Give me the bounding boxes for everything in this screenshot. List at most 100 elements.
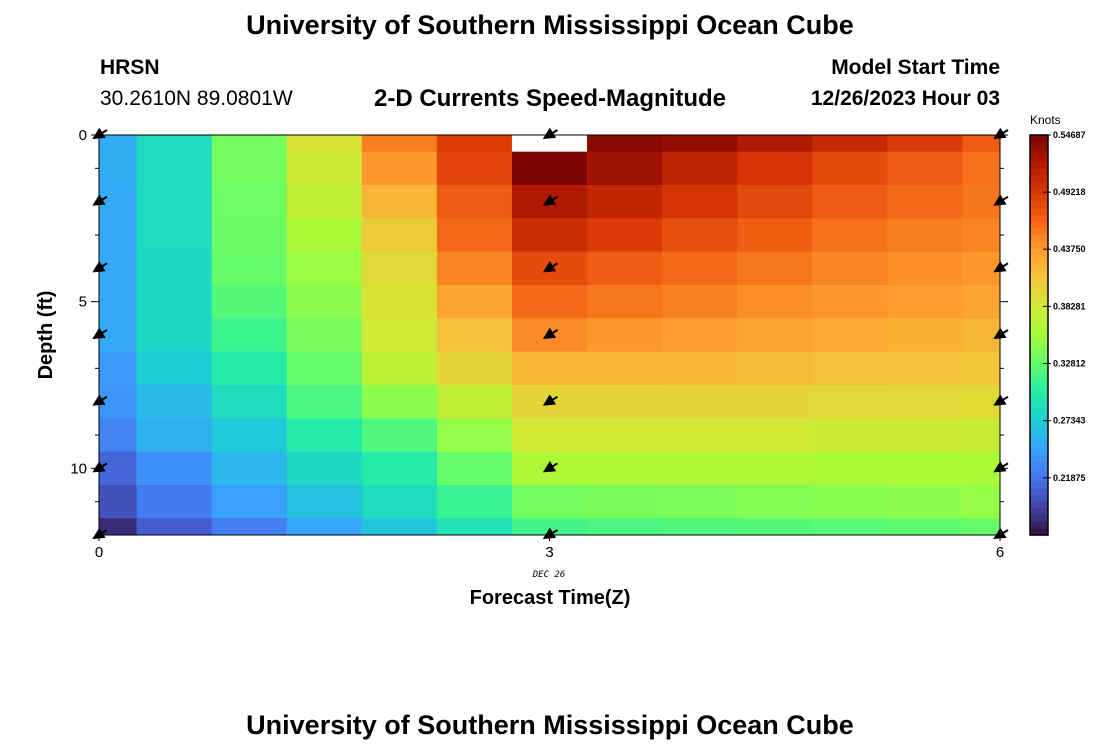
heatmap-cell bbox=[136, 151, 213, 186]
heatmap-cell bbox=[136, 485, 213, 519]
colorbar-segment bbox=[1030, 241, 1048, 249]
colorbar-segment bbox=[1030, 468, 1048, 476]
colorbar-segment bbox=[1030, 135, 1048, 143]
heatmap-cell bbox=[286, 318, 363, 353]
heatmap-cell bbox=[962, 385, 1001, 419]
colorbar-segment bbox=[1030, 188, 1048, 196]
heatmap-cell bbox=[587, 251, 663, 286]
heatmap-cell bbox=[737, 285, 813, 319]
heatmap-cell bbox=[662, 351, 738, 386]
heatmap-cell bbox=[887, 485, 963, 519]
current-vector bbox=[993, 394, 1009, 406]
colorbar-segment bbox=[1030, 295, 1048, 303]
colorbar-segment bbox=[1030, 361, 1048, 369]
colorbar-segment bbox=[1030, 228, 1048, 236]
heatmap-cell bbox=[211, 218, 288, 253]
y-axis-title: Depth (ft) bbox=[35, 291, 57, 380]
current-vector bbox=[92, 194, 108, 206]
heatmap-cell bbox=[136, 185, 213, 219]
heatmap-cell bbox=[436, 385, 513, 419]
heatmap-cell bbox=[511, 485, 588, 519]
heatmap-cell bbox=[286, 135, 363, 153]
colorbar-segment bbox=[1030, 281, 1048, 289]
colorbar-segment bbox=[1030, 448, 1048, 456]
colorbar-segment bbox=[1030, 195, 1048, 203]
current-vector bbox=[92, 127, 108, 140]
heatmap-cell bbox=[587, 185, 663, 219]
x-date-label: DEC 26 bbox=[532, 570, 566, 580]
heatmap-cell bbox=[211, 485, 288, 519]
station-location: 30.2610N 89.0801W bbox=[100, 87, 293, 110]
heatmap-cell bbox=[887, 185, 963, 219]
colorbar-tick-label: 0.27343 bbox=[1053, 416, 1086, 426]
heatmap-cell bbox=[361, 185, 438, 219]
colorbar-segment bbox=[1030, 368, 1048, 376]
heatmap-cell bbox=[587, 518, 663, 536]
colorbar-segment bbox=[1030, 301, 1048, 309]
heatmap-cell bbox=[737, 251, 813, 286]
colorbar: 0.54687 0.49218 0.43750 0.38281 0.32812 0.273… bbox=[1029, 130, 1086, 536]
heatmap-cell bbox=[286, 518, 363, 536]
heatmap-cell bbox=[887, 418, 963, 453]
heatmap-cell bbox=[361, 251, 438, 286]
heatmap-cell bbox=[99, 218, 137, 253]
heatmap-cell bbox=[211, 251, 288, 286]
colorbar-segment bbox=[1030, 175, 1048, 183]
heatmap-cell bbox=[737, 135, 813, 153]
heatmap-cell bbox=[136, 418, 213, 453]
heatmap-cell bbox=[99, 151, 137, 186]
heatmap-cell bbox=[511, 518, 588, 536]
heatmap-cell bbox=[812, 135, 888, 153]
heatmap-cell bbox=[887, 451, 963, 486]
colorbar-label: Knots bbox=[1030, 113, 1061, 127]
heatmap-cell bbox=[136, 135, 213, 153]
colorbar-segment bbox=[1030, 261, 1048, 269]
heatmap-cell bbox=[436, 251, 513, 286]
colorbar-tick-label: 0.43750 bbox=[1053, 244, 1086, 254]
colorbar-segment bbox=[1030, 208, 1048, 216]
heatmap-cell bbox=[436, 151, 513, 186]
heatmap-cell bbox=[136, 385, 213, 419]
model-start-time: 12/26/2023 Hour 03 bbox=[810, 87, 1000, 110]
colorbar-segment bbox=[1030, 161, 1048, 169]
heatmap-cell bbox=[211, 185, 288, 219]
heatmap-cell bbox=[511, 351, 588, 386]
current-vector bbox=[92, 460, 108, 473]
heatmap-cell bbox=[436, 285, 513, 319]
y-tick-label: 10 bbox=[70, 460, 87, 477]
heatmap-cell bbox=[587, 285, 663, 319]
current-vector bbox=[542, 527, 559, 540]
colorbar-segment bbox=[1030, 335, 1048, 343]
main-title: University of Southern Mississippi Ocean… bbox=[246, 10, 854, 40]
y-tick-label: 5 bbox=[79, 294, 87, 311]
x-tick-label: 6 bbox=[996, 544, 1004, 561]
heatmap-cell bbox=[587, 318, 663, 353]
heatmap-cell bbox=[662, 251, 738, 286]
heatmap-cell bbox=[136, 318, 213, 353]
heatmap-cell bbox=[211, 418, 288, 453]
heatmap-cell bbox=[887, 151, 963, 186]
heatmap-cell bbox=[662, 518, 738, 536]
heatmap-cells bbox=[99, 135, 1001, 536]
heatmap-cell bbox=[812, 185, 888, 219]
heatmap-cell bbox=[286, 485, 363, 519]
heatmap-cell bbox=[511, 285, 588, 319]
heatmap-cell bbox=[99, 251, 137, 286]
colorbar-segment bbox=[1030, 355, 1048, 363]
colorbar-segment bbox=[1030, 141, 1048, 149]
current-vector bbox=[92, 527, 108, 540]
heatmap-cell bbox=[99, 451, 137, 486]
heatmap-cell bbox=[737, 385, 813, 419]
colorbar-segment bbox=[1030, 401, 1048, 409]
heatmap-cell bbox=[737, 351, 813, 386]
colorbar-segment bbox=[1030, 375, 1048, 383]
heatmap-cell bbox=[511, 218, 588, 253]
colorbar-segment bbox=[1030, 515, 1048, 523]
heatmap-cell bbox=[662, 418, 738, 453]
heatmap-cell bbox=[887, 318, 963, 353]
colorbar-segment bbox=[1030, 288, 1048, 296]
heatmap-cell bbox=[887, 518, 963, 536]
heatmap-cell bbox=[962, 485, 1001, 519]
heatmap-cell bbox=[211, 285, 288, 319]
heatmap-cell bbox=[361, 285, 438, 319]
